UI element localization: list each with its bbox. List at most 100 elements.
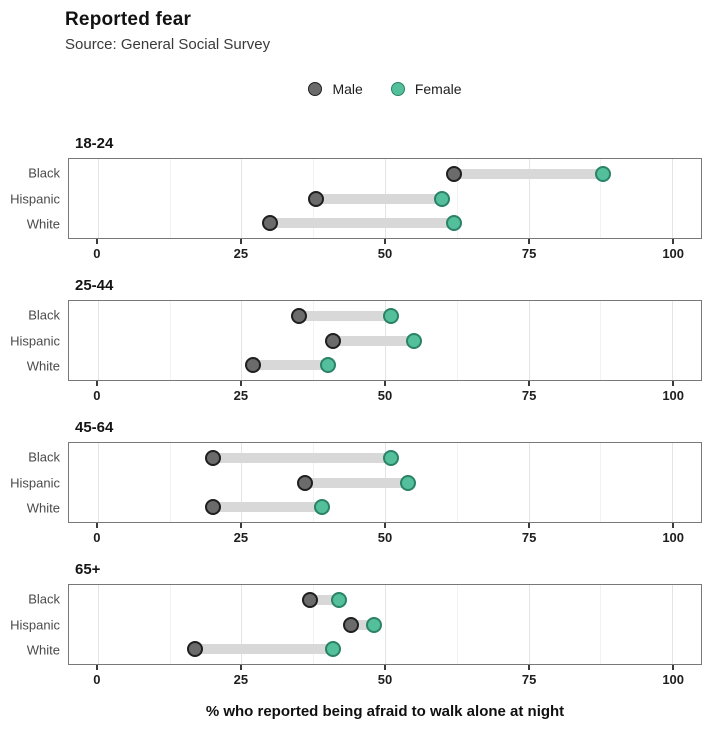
female-dot: [313, 499, 330, 516]
dumbbell-band: [453, 168, 604, 179]
x-tick-label: 100: [662, 388, 685, 403]
facet-title: 65+: [75, 561, 101, 578]
panel: [68, 584, 702, 665]
dumbbell-band: [270, 218, 454, 229]
major-gridline: [241, 301, 243, 380]
minor-gridline: [169, 443, 171, 522]
major-gridline: [97, 443, 99, 522]
female-dot: [331, 591, 348, 608]
minor-gridline: [456, 585, 458, 664]
x-tick-mark: [672, 665, 675, 670]
minor-gridline: [456, 159, 458, 238]
x-tick-mark: [672, 381, 675, 386]
x-tick-mark: [95, 523, 98, 528]
y-axis-label: Hispanic: [10, 333, 60, 348]
y-axis-label: Black: [28, 165, 60, 181]
facet-body: Black Hispanic White: [0, 584, 714, 665]
male-dot: [342, 616, 359, 633]
minor-gridline: [600, 159, 602, 238]
male-dot: [187, 641, 204, 658]
x-tick-label: 50: [377, 672, 393, 687]
page-title: Reported fear: [65, 9, 192, 30]
y-axis-label: Hispanic: [10, 617, 60, 632]
minor-gridline: [456, 443, 458, 522]
minor-gridline: [313, 585, 315, 664]
major-gridline: [528, 443, 530, 522]
x-tick-label: 0: [93, 530, 101, 545]
panel: [68, 300, 702, 381]
x-axis: 0 25 50 75 100: [68, 381, 702, 407]
male-dot: [244, 357, 261, 374]
y-axis-label: White: [26, 358, 60, 374]
minor-gridline: [600, 443, 602, 522]
x-tick-label: 50: [377, 388, 393, 403]
minor-gridline: [456, 301, 458, 380]
female-dot: [382, 449, 399, 466]
x-tick-mark: [528, 381, 531, 386]
panel: [68, 442, 702, 523]
x-tick-mark: [239, 239, 242, 244]
facet-45-64: 45-64 Black Hispanic White 0 25 50 75 100: [0, 419, 714, 549]
major-gridline: [672, 159, 674, 238]
female-dot-icon: [390, 82, 405, 96]
male-dot: [308, 190, 325, 207]
y-axis-label: White: [26, 642, 60, 658]
female-dot: [445, 215, 462, 232]
male-dot: [290, 307, 307, 324]
x-tick-label: 75: [521, 672, 537, 687]
minor-gridline: [169, 159, 171, 238]
x-tick-label: 25: [233, 530, 249, 545]
minor-gridline: [600, 301, 602, 380]
dumbbell-band: [310, 594, 340, 605]
facet-25-44: 25-44 Black Hispanic White 0 25 50 75 100: [0, 277, 714, 407]
legend-item-male: Male: [308, 81, 363, 97]
female-dot: [319, 357, 336, 374]
major-gridline: [97, 301, 99, 380]
major-gridline: [528, 585, 530, 664]
dumbbell-band: [195, 644, 334, 655]
major-gridline: [528, 301, 530, 380]
y-axis-label: White: [26, 216, 60, 232]
dumbbell-band: [316, 193, 443, 204]
legend: Male Female: [68, 81, 702, 97]
x-tick-mark: [384, 523, 386, 528]
x-tick-label: 75: [521, 388, 537, 403]
male-dot: [325, 332, 342, 349]
minor-gridline: [169, 301, 171, 380]
x-tick-mark: [239, 381, 242, 386]
facet-title: 18-24: [75, 135, 114, 152]
legend-label: Female: [414, 81, 462, 97]
major-gridline: [385, 585, 386, 664]
male-dot: [204, 499, 221, 516]
x-tick-label: 75: [521, 246, 537, 261]
y-axis-label: Hispanic: [10, 191, 60, 206]
dumbbell-band: [212, 452, 391, 463]
x-tick-label: 100: [662, 246, 685, 261]
x-tick-mark: [384, 665, 386, 670]
dumbbell-band: [252, 360, 328, 371]
male-dot-icon: [308, 82, 323, 96]
facet-65+: 65+ Black Hispanic White 0 25 50 75 100: [0, 561, 714, 691]
female-dot: [405, 332, 422, 349]
x-tick-mark: [528, 239, 531, 244]
major-gridline: [528, 159, 530, 238]
facet-body: Black Hispanic White: [0, 442, 714, 523]
x-tick-label: 25: [233, 672, 249, 687]
x-tick-label: 50: [377, 246, 393, 261]
male-dot: [204, 449, 221, 466]
y-axis-label: Hispanic: [10, 475, 60, 490]
x-axis: 0 25 50 75 100: [68, 523, 702, 549]
x-tick-label: 25: [233, 246, 249, 261]
female-dot: [325, 641, 342, 658]
female-dot: [434, 190, 451, 207]
facet-18-24: 18-24 Black Hispanic White 0 25 50 75 100: [0, 135, 714, 265]
y-axis-label: Black: [28, 591, 60, 607]
dumbbell-band: [350, 619, 374, 630]
x-tick-label: 25: [233, 388, 249, 403]
facet-body: Black Hispanic White: [0, 158, 714, 239]
major-gridline: [672, 585, 674, 664]
male-dot: [262, 215, 279, 232]
x-tick-mark: [239, 665, 242, 670]
major-gridline: [241, 159, 243, 238]
male-dot: [302, 591, 319, 608]
